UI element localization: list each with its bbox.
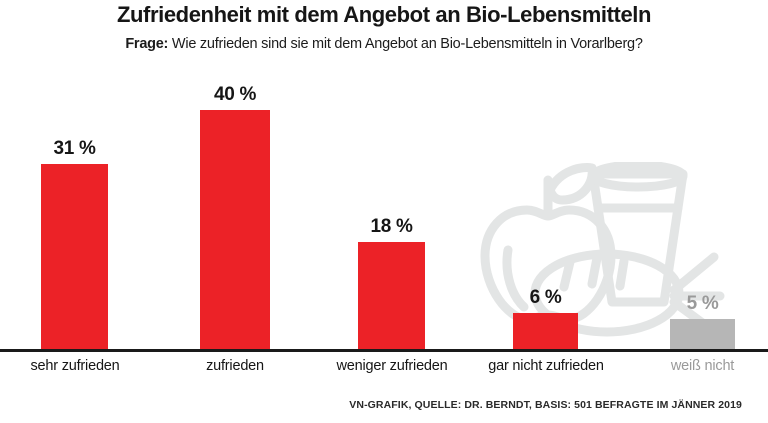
wheat-ear-1-icon	[669, 252, 719, 295]
bar-zufrieden[interactable]: 40 %	[200, 84, 270, 349]
bar-value-label: 5 %	[686, 293, 719, 314]
x-label-gar-nicht-zufrieden: gar nicht zufrieden	[488, 358, 604, 374]
apple-leaf-icon	[545, 163, 597, 205]
glass-icon	[588, 169, 688, 307]
bar-rect	[358, 242, 425, 349]
source-annotation: VN-GRAFIK, QUELLE: DR. BERNDT, BASIS: 50…	[349, 399, 742, 411]
x-label-weiss-nicht: weiß nicht	[670, 358, 735, 374]
bread-score-3-icon	[615, 256, 629, 291]
bar-value-label: 31 %	[53, 138, 96, 159]
bar-value-label: 40 %	[213, 84, 257, 105]
bar-sehr-zufrieden[interactable]: 31 %	[41, 138, 108, 349]
bar-rect	[670, 319, 735, 349]
page-title: Zufriedenheit mit dem Angebot an Bio-Leb…	[116, 2, 652, 27]
bar-rect	[41, 164, 108, 349]
question-lead-label: Frage:	[125, 36, 169, 52]
x-label-sehr-zufrieden: sehr zufrieden	[30, 358, 120, 374]
plot-area: 31 % 40 % 18 % 6 % 5 %	[0, 70, 768, 352]
chart-subtitle: Frage: Wie zufrieden sind sie mit dem An…	[0, 36, 768, 52]
bar-weiss-nicht[interactable]: 5 %	[670, 293, 735, 349]
x-axis-labels: sehr zufrieden zufrieden weniger zufried…	[0, 358, 768, 382]
bar-rect	[513, 313, 578, 349]
question-text: Wie zufrieden sind sie mit dem Angebot a…	[171, 36, 643, 52]
bar-weniger-zufrieden[interactable]: 18 %	[358, 216, 425, 349]
bar-rect	[200, 110, 270, 349]
bread-score-1-icon	[559, 257, 575, 292]
bar-value-label: 18 %	[370, 216, 413, 237]
x-label-weniger-zufrieden: weniger zufrieden	[336, 358, 448, 374]
x-axis-line	[0, 349, 768, 352]
apple-shine-icon	[502, 245, 529, 312]
bar-value-label: 6 %	[529, 287, 562, 308]
x-label-zufrieden: zufrieden	[206, 358, 264, 374]
glass-rim-icon	[588, 160, 688, 192]
bread-score-2-icon	[587, 253, 602, 289]
bar-gar-nicht-zufrieden[interactable]: 6 %	[513, 287, 578, 349]
